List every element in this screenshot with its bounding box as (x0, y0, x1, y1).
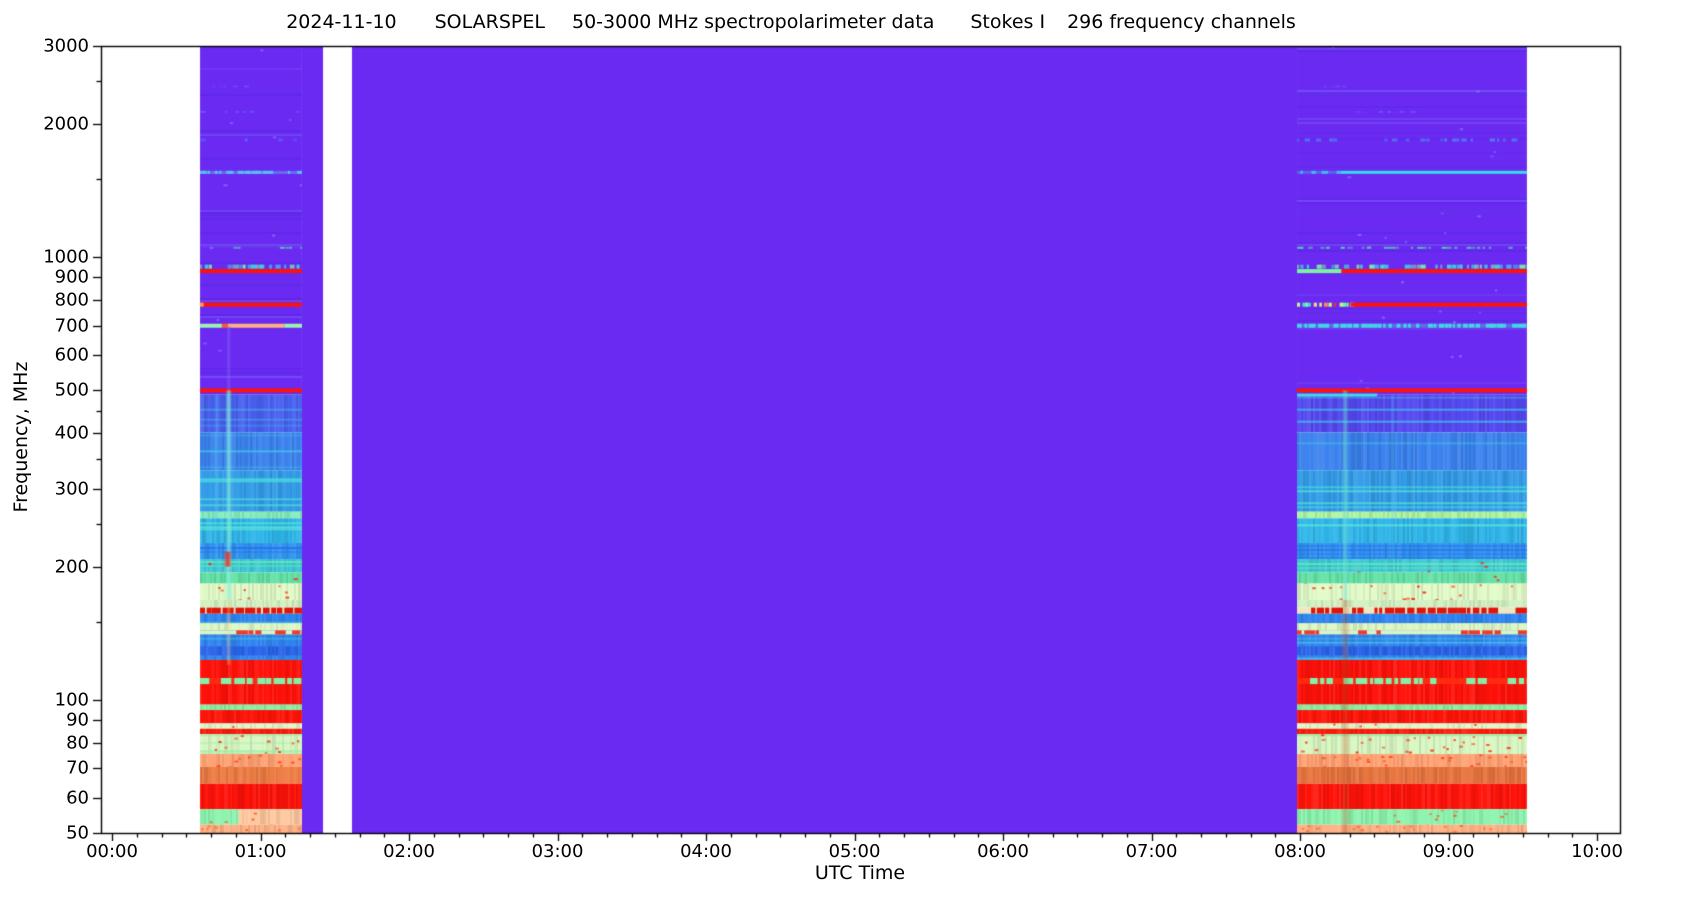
y-tick-label: 80 (66, 732, 89, 754)
y-tick-label: 50 (66, 822, 89, 844)
y-tick-label: 1000 (43, 246, 89, 268)
y-tick-label: 3000 (43, 35, 89, 57)
y-tick-label: 500 (54, 379, 89, 401)
y-tick-label: 300 (54, 478, 89, 500)
y-tick-label: 900 (54, 266, 89, 288)
y-tick-label: 600 (54, 344, 89, 366)
x-tick-label: 10:00 (1571, 841, 1623, 862)
y-tick-label: 90 (66, 709, 89, 731)
x-tick-label: 01:00 (234, 841, 287, 862)
y-tick-label: 2000 (43, 113, 89, 135)
x-tick-label: 09:00 (1422, 841, 1475, 862)
x-axis-label: UTC Time (814, 862, 906, 884)
title-instrument: SOLARSPEL (434, 11, 545, 33)
y-tick-label: 70 (66, 757, 89, 779)
title-band: 50-3000 MHz spectropolarimeter data (571, 11, 935, 33)
x-tick-label: 06:00 (977, 841, 1029, 862)
x-tick-label: 08:00 (1274, 841, 1326, 862)
y-tick-label: 200 (54, 556, 89, 578)
x-tick-label: 02:00 (383, 841, 435, 862)
x-tick-label: 03:00 (531, 841, 584, 862)
x-tick-label: 00:00 (86, 841, 138, 862)
y-tick-label: 60 (66, 787, 89, 809)
x-tick-label: 05:00 (828, 841, 881, 862)
x-tick-label: 07:00 (1125, 841, 1178, 862)
y-tick-label: 700 (54, 315, 89, 337)
y-tick-label: 100 (54, 689, 89, 711)
x-tick-label: 04:00 (680, 841, 732, 862)
title-stokes: Stokes I (970, 11, 1046, 33)
title-date: 2024-11-10 (286, 11, 397, 33)
plot-title: 2024-11-10 SOLARSPEL 50-3000 MHz spectro… (286, 11, 1296, 33)
y-tick-label: 800 (54, 289, 89, 311)
y-tick-label: 400 (54, 422, 89, 444)
title-channels: 296 frequency channels (1067, 11, 1296, 33)
